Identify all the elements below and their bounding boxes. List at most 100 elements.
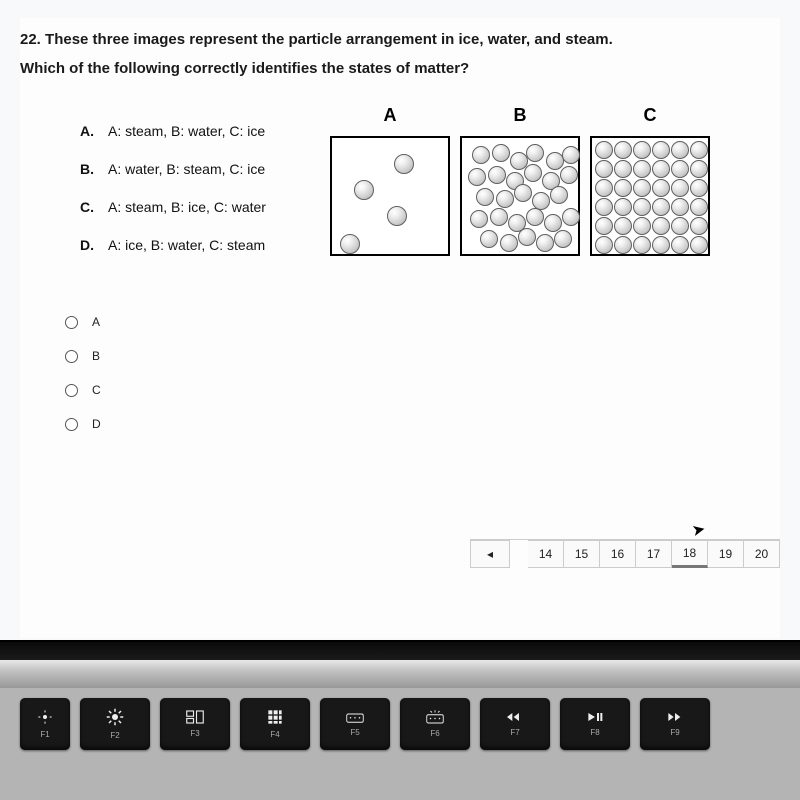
particle <box>614 236 632 254</box>
content-area: 22. These three images represent the par… <box>20 18 780 638</box>
particle <box>595 198 613 216</box>
particle <box>490 208 508 226</box>
pager-page-17[interactable]: 17 <box>636 540 672 568</box>
particle <box>671 198 689 216</box>
next-icon <box>667 711 683 726</box>
choice-text: A: steam, B: water, C: ice <box>108 123 265 139</box>
radio-label: B <box>92 349 100 363</box>
pager-prev-button[interactable]: ◂ <box>470 540 510 568</box>
key-sublabel: F4 <box>270 730 279 739</box>
particle <box>595 236 613 254</box>
key-f8[interactable]: F8 <box>560 698 630 750</box>
particle <box>614 217 632 235</box>
particle <box>514 184 532 202</box>
laptop-bezel <box>0 640 800 660</box>
particle <box>690 198 708 216</box>
key-f3[interactable]: F3 <box>160 698 230 750</box>
radio-option-D[interactable]: D <box>65 417 780 431</box>
pager-page-16[interactable]: 16 <box>600 540 636 568</box>
diagram-A: A <box>330 105 450 275</box>
particle <box>518 228 536 246</box>
particle <box>560 166 578 184</box>
key-sublabel: F7 <box>510 728 519 737</box>
pager-page-19[interactable]: 19 <box>708 540 744 568</box>
particle <box>492 144 510 162</box>
particle <box>671 141 689 159</box>
particle <box>562 208 580 226</box>
diagram-box-B <box>460 136 580 256</box>
pager-page-14[interactable]: 14 <box>528 540 564 568</box>
particle <box>595 141 613 159</box>
particle <box>671 217 689 235</box>
particle <box>652 179 670 197</box>
key-sublabel: F6 <box>430 729 439 738</box>
keyboard-row: F1F2 F3 F4 F5 F6 F7 F8 F9 <box>0 688 800 800</box>
key-f4[interactable]: F4 <box>240 698 310 750</box>
diagram-box-A <box>330 136 450 256</box>
choice-C: C.A: steam, B: ice, C: water <box>80 199 330 215</box>
answer-choices-list: A.A: steam, B: water, C: iceB.A: water, … <box>20 105 330 275</box>
particle <box>671 236 689 254</box>
particle <box>536 234 554 252</box>
radio-option-C[interactable]: C <box>65 383 780 397</box>
particle <box>595 160 613 178</box>
particle <box>468 168 486 186</box>
key-f6[interactable]: F6 <box>400 698 470 750</box>
particle <box>472 146 490 164</box>
radio-circle-icon <box>65 316 78 329</box>
question-line1: These three images represent the particl… <box>45 31 613 48</box>
key-f7[interactable]: F7 <box>480 698 550 750</box>
particle <box>554 230 572 248</box>
key-f2[interactable]: F2 <box>80 698 150 750</box>
diagram-C: C <box>590 105 710 275</box>
radio-circle-icon <box>65 418 78 431</box>
particle <box>652 141 670 159</box>
particle <box>652 217 670 235</box>
particle <box>470 210 488 228</box>
choice-A: A. A: steam, B: water, C: ice <box>80 123 330 139</box>
particle <box>394 154 414 174</box>
laptop-hinge <box>0 660 800 688</box>
diagram-box-C <box>590 136 710 256</box>
radio-label: D <box>92 417 101 431</box>
particle <box>652 160 670 178</box>
particle <box>488 166 506 184</box>
choice-letter: A. <box>80 123 94 139</box>
bright-low-icon <box>37 709 53 728</box>
radio-option-A[interactable]: A <box>65 315 780 329</box>
particle <box>526 144 544 162</box>
pager-page-15[interactable]: 15 <box>564 540 600 568</box>
cursor-icon: ➤ <box>690 519 707 541</box>
particle-diagrams: ABC <box>330 105 710 275</box>
key-sublabel: F5 <box>350 728 359 737</box>
particle <box>690 217 708 235</box>
key-sublabel: F9 <box>670 728 679 737</box>
particle <box>671 179 689 197</box>
key-f9[interactable]: F9 <box>640 698 710 750</box>
key-sublabel: F3 <box>190 729 199 738</box>
choice-text: A: water, B: steam, C: ice <box>108 161 265 177</box>
particle <box>476 188 494 206</box>
particle <box>614 198 632 216</box>
particle <box>633 236 651 254</box>
radio-option-B[interactable]: B <box>65 349 780 363</box>
kbd-low-icon <box>346 711 364 726</box>
radio-circle-icon <box>65 350 78 363</box>
particle <box>524 164 542 182</box>
particle <box>652 236 670 254</box>
radio-label: A <box>92 315 100 329</box>
particle <box>480 230 498 248</box>
particle <box>614 179 632 197</box>
particle <box>387 206 407 226</box>
particle <box>690 141 708 159</box>
particle <box>562 146 580 164</box>
pager-page-18[interactable]: 18 <box>672 540 708 568</box>
radio-label: C <box>92 383 101 397</box>
key-f1[interactable]: F1 <box>20 698 70 750</box>
key-f5[interactable]: F5 <box>320 698 390 750</box>
mission-icon <box>186 710 204 727</box>
particle <box>671 160 689 178</box>
key-sublabel: F8 <box>590 728 599 737</box>
bright-high-icon <box>106 708 124 729</box>
pager-page-20[interactable]: 20 <box>744 540 780 568</box>
